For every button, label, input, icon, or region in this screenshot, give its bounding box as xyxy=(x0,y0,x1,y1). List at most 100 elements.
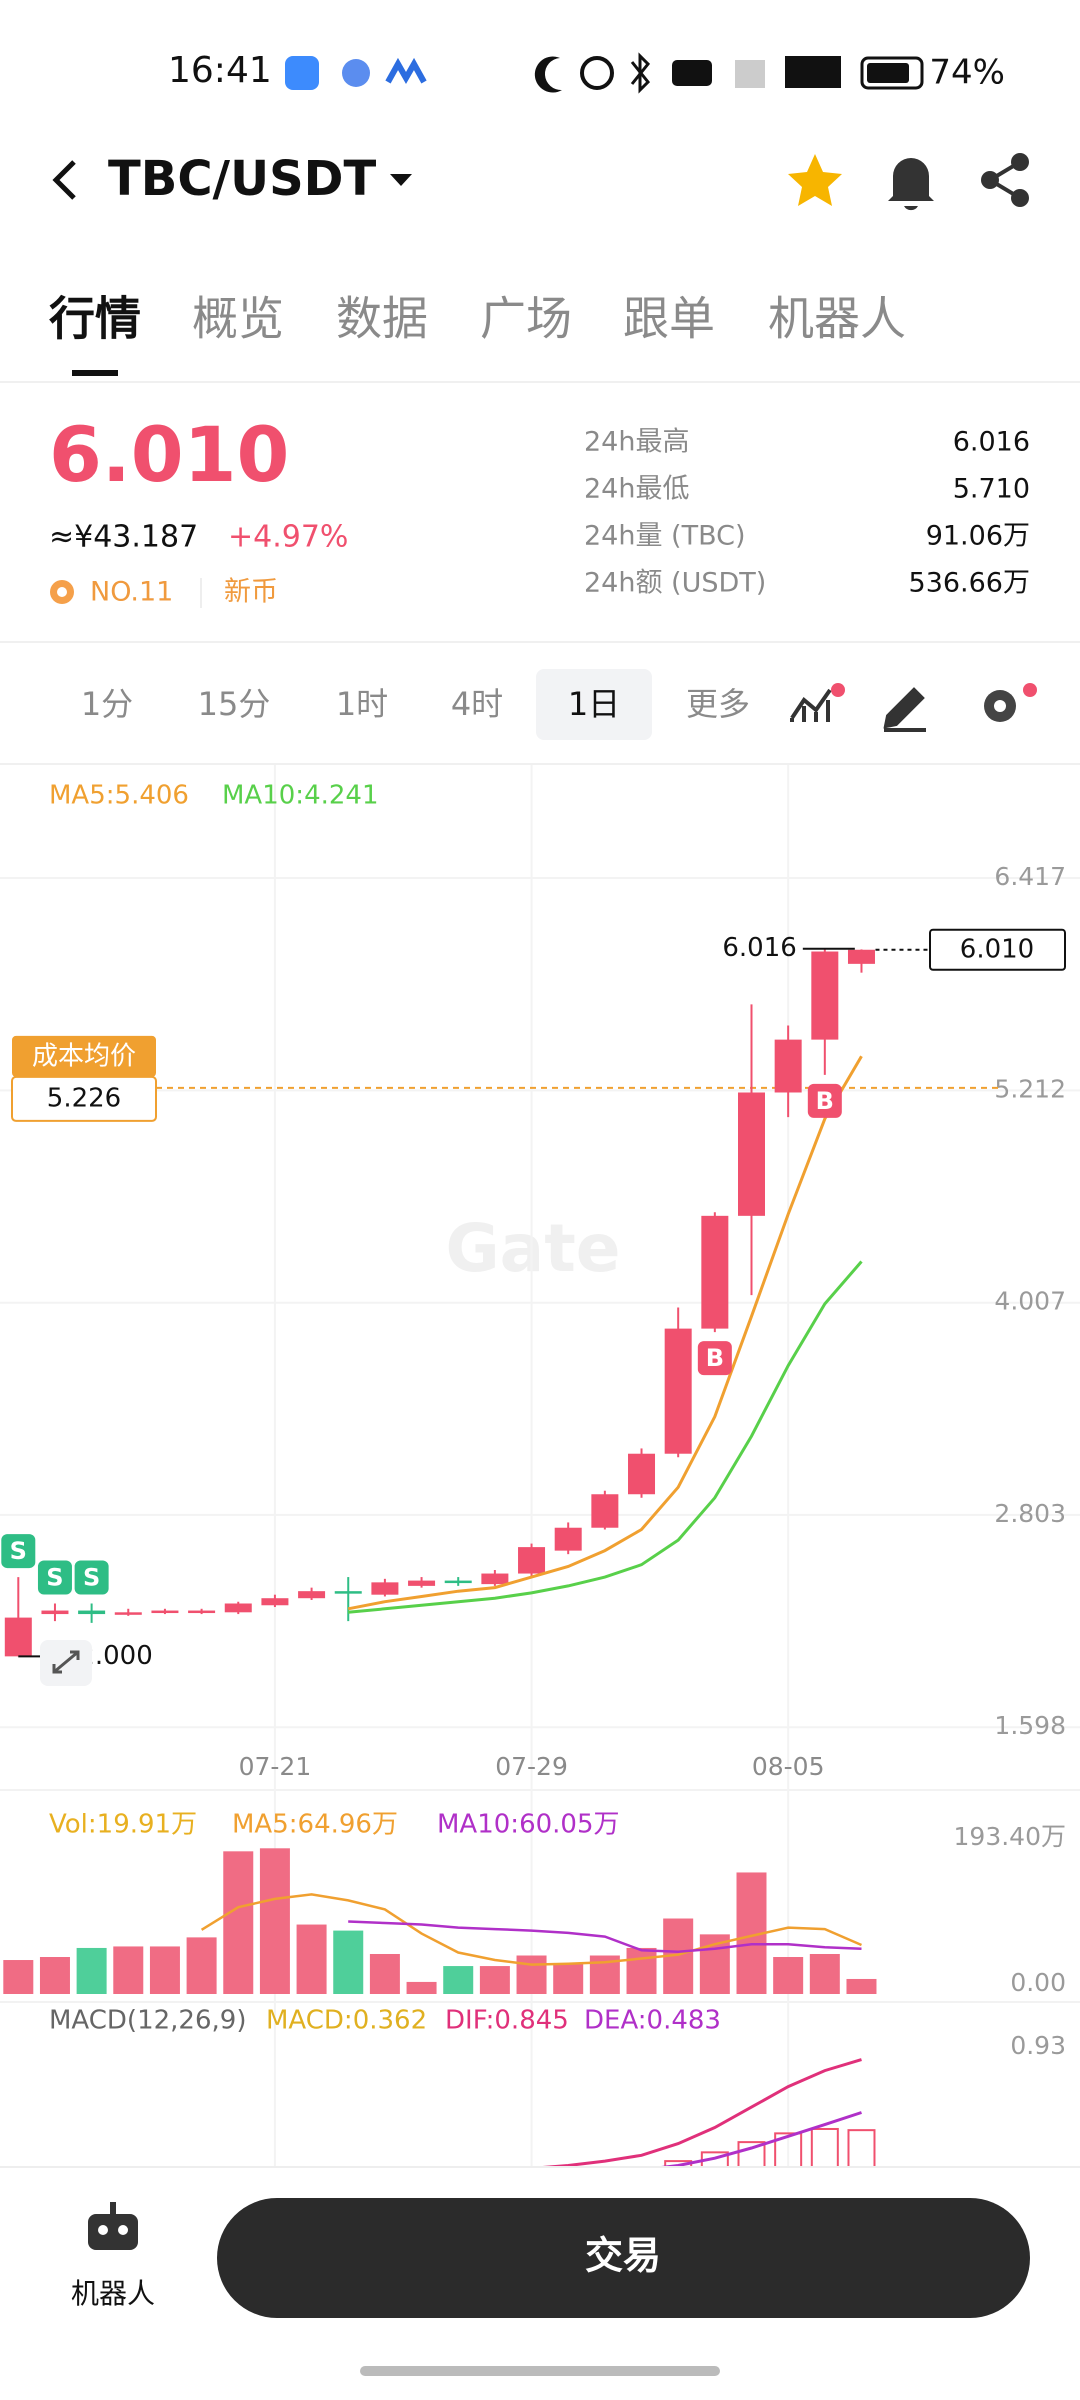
volume-bar xyxy=(809,1953,840,1994)
battery-text: 74% xyxy=(929,53,1005,93)
last-price-box xyxy=(929,928,1066,971)
trade-marker xyxy=(697,1341,732,1376)
volume-bar xyxy=(443,1966,474,1994)
robot-button[interactable]: 机器人 xyxy=(71,2202,155,2310)
draw-icon[interactable] xyxy=(883,687,926,732)
cost-value: 5.226 xyxy=(47,1083,121,1113)
badge-dot xyxy=(1023,683,1037,697)
legend-entry: MA10:4.241 xyxy=(222,781,379,811)
candle-body xyxy=(4,1617,32,1657)
ma-line xyxy=(347,1055,863,1611)
y-tick-label: 193.40万 xyxy=(954,1822,1066,1851)
divider xyxy=(0,2166,1080,2168)
candle-body xyxy=(701,1215,729,1329)
hd-icon xyxy=(672,60,712,86)
candle-body xyxy=(334,1591,362,1594)
watermark: Gate xyxy=(445,1210,620,1287)
divider xyxy=(0,763,1080,765)
robot-eye xyxy=(98,2225,108,2235)
volume-bar xyxy=(39,1957,70,1994)
candle-body xyxy=(591,1494,619,1528)
interval[interactable]: 1分 xyxy=(81,685,133,723)
legend-entry: MA5:5.406 xyxy=(49,781,189,811)
candle-body xyxy=(298,1591,326,1599)
new-tag: 新币 xyxy=(224,577,278,608)
tab[interactable]: 行情 xyxy=(49,292,141,346)
candle-body xyxy=(554,1527,582,1551)
pair-title[interactable]: TBC/USDT xyxy=(108,151,376,207)
candle-body xyxy=(811,951,839,1040)
y-tick-label: 2.803 xyxy=(994,1499,1066,1528)
trade-button[interactable] xyxy=(217,2198,1030,2318)
back-button[interactable] xyxy=(52,160,76,200)
stat-label: 24h额 (USDT) xyxy=(584,568,766,599)
tab-underline xyxy=(72,370,118,376)
battery-level xyxy=(867,63,909,83)
interval[interactable]: 1时 xyxy=(336,685,388,723)
battery-icon xyxy=(860,56,924,90)
rank-icon xyxy=(57,587,67,597)
app-icon xyxy=(285,56,319,90)
tab[interactable]: 广场 xyxy=(480,292,572,346)
y-tick-label: 6.417 xyxy=(994,862,1066,891)
volume-bar xyxy=(479,1966,510,1994)
volume-bar xyxy=(553,1963,584,1994)
volume-ma-line xyxy=(348,1920,862,1953)
volume-bar xyxy=(186,1937,217,1994)
tab[interactable]: 跟单 xyxy=(623,292,715,346)
candle-body xyxy=(371,1582,399,1595)
volume-legend: Vol:19.91万 xyxy=(49,1810,197,1840)
last-price-label: 6.010 xyxy=(960,934,1034,964)
divider xyxy=(0,381,1080,383)
candle-body xyxy=(628,1453,656,1495)
candle-body xyxy=(847,949,875,964)
tab[interactable]: 数据 xyxy=(336,292,428,346)
trade-marker xyxy=(1,1534,36,1569)
ma-line xyxy=(348,1260,863,1614)
stat-value: 5.710 xyxy=(953,474,1030,505)
candle-body xyxy=(774,1039,802,1093)
y-tick-label: 1.598 xyxy=(994,1711,1066,1740)
signal-icon xyxy=(735,60,765,88)
favorite-star[interactable] xyxy=(788,154,842,206)
alert-bell[interactable] xyxy=(888,158,934,211)
divider xyxy=(0,2001,1080,2003)
tab[interactable]: 机器人 xyxy=(768,292,906,346)
candle-body xyxy=(518,1547,546,1574)
bluetooth-icon xyxy=(630,52,651,94)
stat-label: 24h最高 xyxy=(584,427,689,458)
stat-value: 91.06万 xyxy=(926,521,1030,552)
app-icon xyxy=(342,59,370,87)
interval[interactable]: 更多 xyxy=(686,685,750,723)
legend-entry: DEA:0.483 xyxy=(584,2006,721,2036)
cny-price: ≈¥43.187 xyxy=(49,520,198,555)
volume-bar xyxy=(149,1946,180,1994)
robot-icon xyxy=(88,2214,138,2250)
badge-dot xyxy=(831,683,845,697)
share-button[interactable] xyxy=(981,153,1029,207)
cost-label-bg xyxy=(12,1035,156,1077)
legend-entry: DIF:0.845 xyxy=(445,2006,569,2036)
volume-bar xyxy=(333,1930,364,1994)
interval[interactable]: 1日 xyxy=(568,685,620,723)
candle-body xyxy=(41,1610,69,1615)
robot-eye xyxy=(118,2225,128,2235)
interval[interactable]: 15分 xyxy=(198,685,271,723)
stat-label: 24h最低 xyxy=(584,474,689,505)
candle-body xyxy=(444,1580,472,1584)
trade-marker-label: S xyxy=(10,1537,27,1565)
high-marker-label: 6.016 xyxy=(722,933,796,963)
robot-label: 机器人 xyxy=(71,2277,155,2310)
cost-value-bg xyxy=(11,1075,157,1122)
stat-label: 24h量 (TBC) xyxy=(584,521,746,552)
expand-button[interactable] xyxy=(40,1640,92,1686)
volume-ma-line xyxy=(200,1893,862,1966)
indicator-icon[interactable] xyxy=(790,688,832,722)
volume-bar xyxy=(369,1953,400,1994)
tab[interactable]: 概览 xyxy=(192,292,284,346)
y-tick-label: 0.00 xyxy=(1010,1968,1066,1997)
y-tick-label: 5.212 xyxy=(994,1074,1066,1103)
pair-dropdown[interactable] xyxy=(390,174,412,186)
interval[interactable]: 4时 xyxy=(451,685,503,723)
